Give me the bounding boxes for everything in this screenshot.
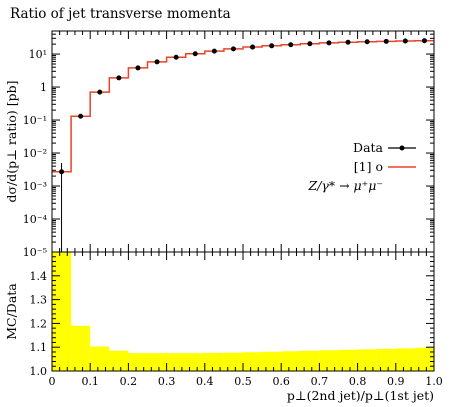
ratio-x-tick-label: 0.8 xyxy=(349,375,367,388)
data-point xyxy=(364,39,370,45)
data-point xyxy=(230,46,236,52)
ratio-band-bin xyxy=(128,353,148,371)
ratio-y-tick-label: 1.0 xyxy=(30,365,48,378)
legend-process-label: Z/γ* → μ⁺μ⁻ xyxy=(308,178,383,193)
chart-title: Ratio of jet transverse momenta xyxy=(10,6,231,22)
ratio-band-bin xyxy=(414,347,434,371)
ratio-x-axis-label: p⊥(2nd jet)/p⊥(1st jet) xyxy=(287,388,434,403)
ratio-band-bin xyxy=(147,353,167,371)
ratio-y-tick-label: 1.1 xyxy=(30,341,48,354)
ratio-x-tick-label: 0.5 xyxy=(234,375,252,388)
main-panel: 10⁻⁵ 10⁻⁴ 10⁻³ 10⁻² 10⁻¹ 1 10¹ dσ/d(p⊥ ratio) [… xyxy=(4,30,435,259)
main-y-tick-label: 10⁻¹ xyxy=(23,114,47,127)
data-point xyxy=(154,59,160,65)
ratio-y-tick-label: 1.3 xyxy=(30,294,48,307)
ratio-band-bin xyxy=(109,350,129,371)
main-y-tick-label: 10⁻² xyxy=(23,147,47,160)
data-point xyxy=(402,38,408,44)
main-y-tick-label: 10¹ xyxy=(29,48,47,61)
ratio-band-bin xyxy=(262,351,282,371)
data-point xyxy=(97,89,103,95)
data-point xyxy=(326,40,332,46)
ratio-band-bin xyxy=(395,348,415,371)
data-point xyxy=(288,42,294,48)
ratio-band-bin xyxy=(338,349,358,371)
legend-data-label: Data xyxy=(353,140,383,155)
ratio-x-tick-label: 0.2 xyxy=(120,375,138,388)
ratio-y-tick-label: 1.2 xyxy=(30,317,48,330)
data-point xyxy=(135,65,141,71)
ratio-band-bin xyxy=(357,349,377,371)
data-point xyxy=(421,38,427,44)
ratio-band-bin xyxy=(166,353,186,371)
main-y-tick-label: 10⁻³ xyxy=(23,180,47,193)
ratio-band-bin xyxy=(300,350,320,371)
ratio-band-bin xyxy=(90,346,110,371)
main-y-tick-label: 1 xyxy=(40,81,47,94)
data-point xyxy=(345,39,351,45)
legend-data-marker xyxy=(399,145,405,151)
ratio-y-axis-label: MC/Data xyxy=(4,283,19,340)
main-y-axis-label: dσ/d(p⊥ ratio) [pb] xyxy=(4,81,19,203)
ratio-band-bin xyxy=(319,350,339,371)
data-point xyxy=(173,54,179,60)
ratio-band-bin xyxy=(185,353,205,371)
ratio-band-bin xyxy=(204,352,224,371)
main-y-tick-label: 10⁻⁵ xyxy=(23,246,47,259)
data-point xyxy=(307,41,313,47)
ratio-band-bin xyxy=(281,351,301,371)
ratio-panel: 0 0.1 0.2 0.3 0.4 0.5 0.6 0.7 0.8 0.9 1.0 1.0 1.1 1.2… xyxy=(4,251,443,388)
ratio-x-tick-label: 0.3 xyxy=(158,375,176,388)
ratio-y-tick-label: 1.4 xyxy=(30,270,48,283)
main-y-tick-label: 10⁻⁴ xyxy=(23,213,48,226)
data-point xyxy=(211,48,217,54)
ratio-band-bin xyxy=(52,252,72,371)
data-point xyxy=(78,113,84,119)
data-point xyxy=(269,43,275,49)
data-point xyxy=(383,38,389,44)
data-point xyxy=(116,75,122,81)
ratio-band-bin xyxy=(71,325,91,371)
data-point xyxy=(192,51,198,57)
ratio-x-tick-label: 0.4 xyxy=(196,375,214,388)
ratio-x-tick-label: 1.0 xyxy=(425,375,443,388)
ratio-x-tick-label: 0.6 xyxy=(272,375,290,388)
legend-mc-label: [1] o xyxy=(354,159,383,174)
ratio-x-tick-label: 0.9 xyxy=(387,375,405,388)
data-point xyxy=(59,169,65,175)
ratio-x-tick-label: 0.1 xyxy=(81,375,99,388)
ratio-band-bin xyxy=(376,348,396,371)
ratio-band-bin xyxy=(223,352,243,371)
ratio-x-tick-label: 0 xyxy=(49,375,56,388)
ratio-x-tick-label: 0.7 xyxy=(311,375,329,388)
data-point xyxy=(250,44,256,50)
ratio-band-bin xyxy=(243,352,263,371)
